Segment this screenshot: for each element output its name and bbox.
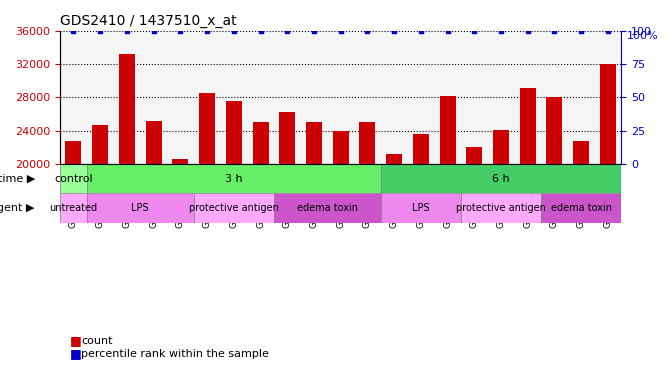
Bar: [461, 194, 541, 223]
Bar: [381, 194, 461, 223]
Bar: [546, 98, 562, 331]
Text: 3 h: 3 h: [225, 174, 242, 184]
Text: 6 h: 6 h: [492, 174, 510, 184]
Point: [415, 28, 426, 34]
Text: time ▶: time ▶: [0, 174, 35, 184]
Point: [202, 28, 212, 34]
Bar: [87, 194, 194, 223]
Point: [175, 28, 186, 34]
Bar: [306, 122, 322, 331]
Text: protective antigen: protective antigen: [189, 203, 279, 213]
Point: [496, 28, 506, 34]
Text: ■: ■: [70, 334, 82, 347]
Text: LPS: LPS: [132, 203, 149, 213]
Point: [522, 28, 533, 34]
Point: [228, 28, 239, 34]
Bar: [65, 141, 81, 331]
Text: edema toxin: edema toxin: [550, 203, 612, 213]
Point: [335, 28, 346, 34]
Bar: [359, 122, 375, 331]
Bar: [573, 141, 589, 331]
Bar: [87, 164, 381, 194]
Point: [122, 28, 132, 34]
Text: LPS: LPS: [412, 203, 430, 213]
Bar: [199, 93, 215, 331]
Point: [549, 28, 560, 34]
Point: [362, 28, 373, 34]
Point: [309, 28, 319, 34]
Bar: [226, 101, 242, 331]
Text: untreated: untreated: [49, 203, 98, 213]
Point: [576, 28, 587, 34]
Bar: [386, 154, 402, 331]
Point: [148, 28, 159, 34]
Bar: [600, 64, 616, 331]
Bar: [253, 122, 269, 331]
Bar: [381, 164, 621, 194]
Point: [282, 28, 293, 34]
Bar: [413, 134, 429, 331]
Text: ■: ■: [70, 347, 82, 360]
Point: [255, 28, 266, 34]
Text: count: count: [81, 336, 113, 346]
Bar: [60, 164, 87, 194]
Point: [68, 28, 79, 34]
Point: [389, 28, 399, 34]
Text: agent ▶: agent ▶: [0, 203, 35, 213]
Bar: [172, 159, 188, 331]
Text: edema toxin: edema toxin: [297, 203, 358, 213]
Bar: [333, 131, 349, 331]
Text: control: control: [54, 174, 93, 184]
Text: protective antigen: protective antigen: [456, 203, 546, 213]
Bar: [493, 130, 509, 331]
Text: 100%: 100%: [627, 31, 659, 41]
Point: [442, 28, 453, 34]
Bar: [92, 125, 108, 331]
Bar: [520, 88, 536, 331]
Point: [95, 28, 106, 34]
Bar: [194, 194, 274, 223]
Bar: [60, 194, 87, 223]
Bar: [466, 147, 482, 331]
Bar: [541, 194, 621, 223]
Text: percentile rank within the sample: percentile rank within the sample: [81, 349, 269, 359]
Point: [469, 28, 480, 34]
Text: GDS2410 / 1437510_x_at: GDS2410 / 1437510_x_at: [60, 14, 236, 28]
Bar: [274, 194, 381, 223]
Bar: [146, 121, 162, 331]
Bar: [119, 54, 135, 331]
Bar: [279, 112, 295, 331]
Bar: [440, 96, 456, 331]
Point: [603, 28, 613, 34]
